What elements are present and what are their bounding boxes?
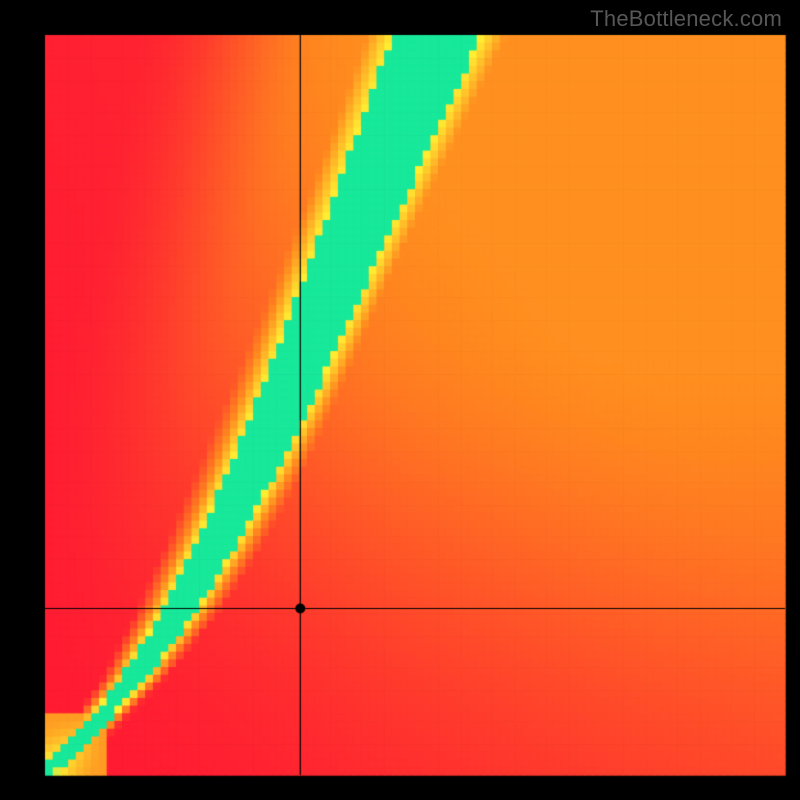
chart-container: TheBottleneck.com [0,0,800,800]
watermark-text: TheBottleneck.com [590,6,782,32]
bottleneck-heatmap [0,0,800,800]
